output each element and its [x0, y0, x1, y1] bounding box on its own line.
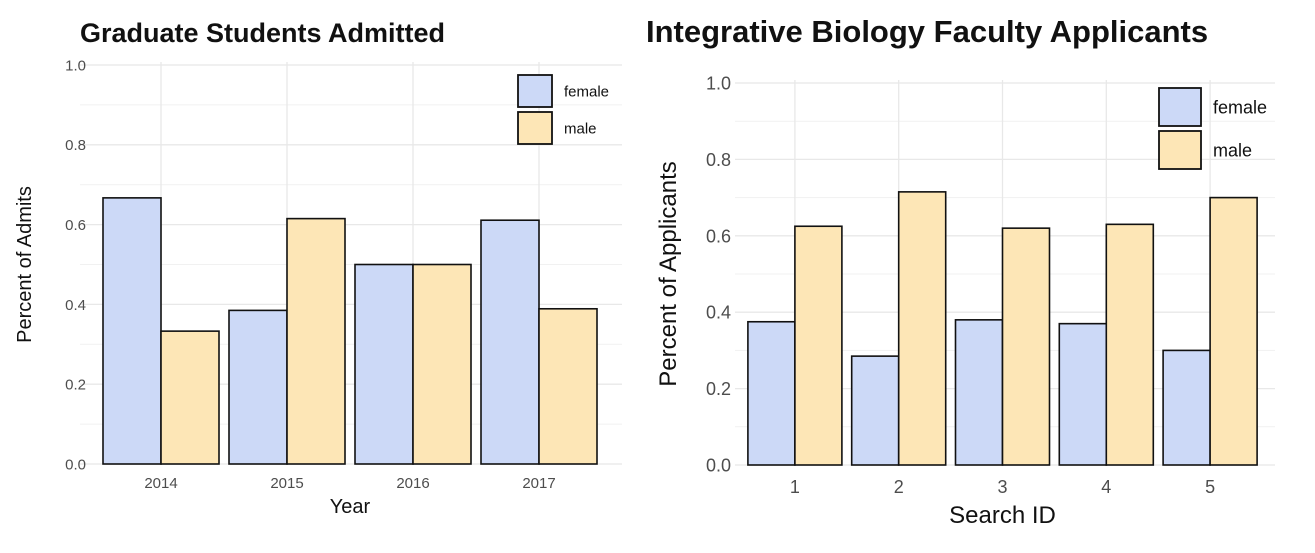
chart-title: Graduate Students Admitted — [80, 18, 446, 48]
legend-swatch-male — [1158, 130, 1202, 170]
bar-male — [1105, 223, 1155, 466]
x-tick-label: 4 — [1101, 477, 1111, 497]
y-tick-label: 0.0 — [65, 456, 86, 473]
x-tick-label: 2 — [894, 477, 904, 497]
x-axis-label: Year — [330, 496, 371, 518]
bar-male — [160, 330, 220, 465]
y-axis-label: Percent of Admits — [14, 186, 36, 343]
bar-male — [286, 217, 346, 465]
y-tick-label: 1.0 — [65, 57, 86, 74]
x-tick-label: 2014 — [144, 475, 177, 492]
legend-swatch-male — [517, 111, 553, 145]
bar-male — [794, 225, 843, 466]
x-axis-label: Search ID — [949, 502, 1056, 529]
y-tick-label: 0.6 — [706, 226, 731, 246]
x-tick-label: 1 — [790, 477, 800, 497]
bar-female — [102, 197, 162, 465]
bar-female — [480, 219, 540, 465]
y-axis-label: Percent of Applicants — [655, 161, 682, 386]
bar-female — [228, 309, 288, 465]
bar-female — [1058, 322, 1108, 466]
bar-female — [1162, 349, 1211, 466]
bar-female — [747, 320, 796, 466]
bar-male — [1209, 196, 1258, 466]
y-tick-label: 0.8 — [65, 137, 86, 154]
chart-plot: 0.0 0.2 0.4 0.6 0.8 1.0 1 2 3 4 5 Search ID Percent … — [655, 73, 1275, 529]
x-tick-label: 5 — [1205, 477, 1215, 497]
bar-female — [850, 355, 900, 466]
bar-male — [897, 191, 947, 466]
y-tick-label: 0.6 — [65, 217, 86, 234]
y-tick-label: 0.0 — [706, 455, 731, 475]
x-tick-label: 2016 — [396, 475, 429, 492]
chart-faculty-applicants: Integrative Biology Faculty Applicants 0… — [640, 0, 1315, 553]
chart-plot: 0.0 0.2 0.4 0.6 0.8 1.0 2014 2015 2016 2017 Year Pe… — [14, 57, 622, 518]
y-tick-label: 1.0 — [706, 73, 731, 93]
legend-label-female: female — [1213, 97, 1267, 117]
legend-label-male: male — [564, 120, 597, 137]
legend-label-male: male — [1213, 140, 1252, 160]
x-tick-label: 3 — [997, 477, 1007, 497]
y-tick-label: 0.4 — [65, 297, 86, 314]
x-tick-label: 2015 — [270, 475, 303, 492]
x-tick-label: 2017 — [522, 475, 555, 492]
y-tick-label: 0.4 — [706, 303, 731, 323]
bar-male — [412, 263, 472, 465]
y-tick-label: 0.2 — [706, 379, 731, 399]
bar-male — [1001, 227, 1051, 466]
y-tick-label: 0.2 — [65, 377, 86, 394]
bar-female — [354, 263, 414, 465]
chart-title: Integrative Biology Faculty Applicants — [646, 14, 1209, 49]
bar-female — [954, 319, 1004, 466]
legend-label-female: female — [564, 83, 609, 100]
legend-swatch-female — [1158, 87, 1202, 127]
bar-male — [538, 307, 598, 465]
legend-swatch-female — [517, 74, 553, 108]
y-tick-label: 0.8 — [706, 150, 731, 170]
chart-graduate-admits: Graduate Students Admitted 0.0 0.2 0.4 0.6 0… — [0, 0, 640, 553]
